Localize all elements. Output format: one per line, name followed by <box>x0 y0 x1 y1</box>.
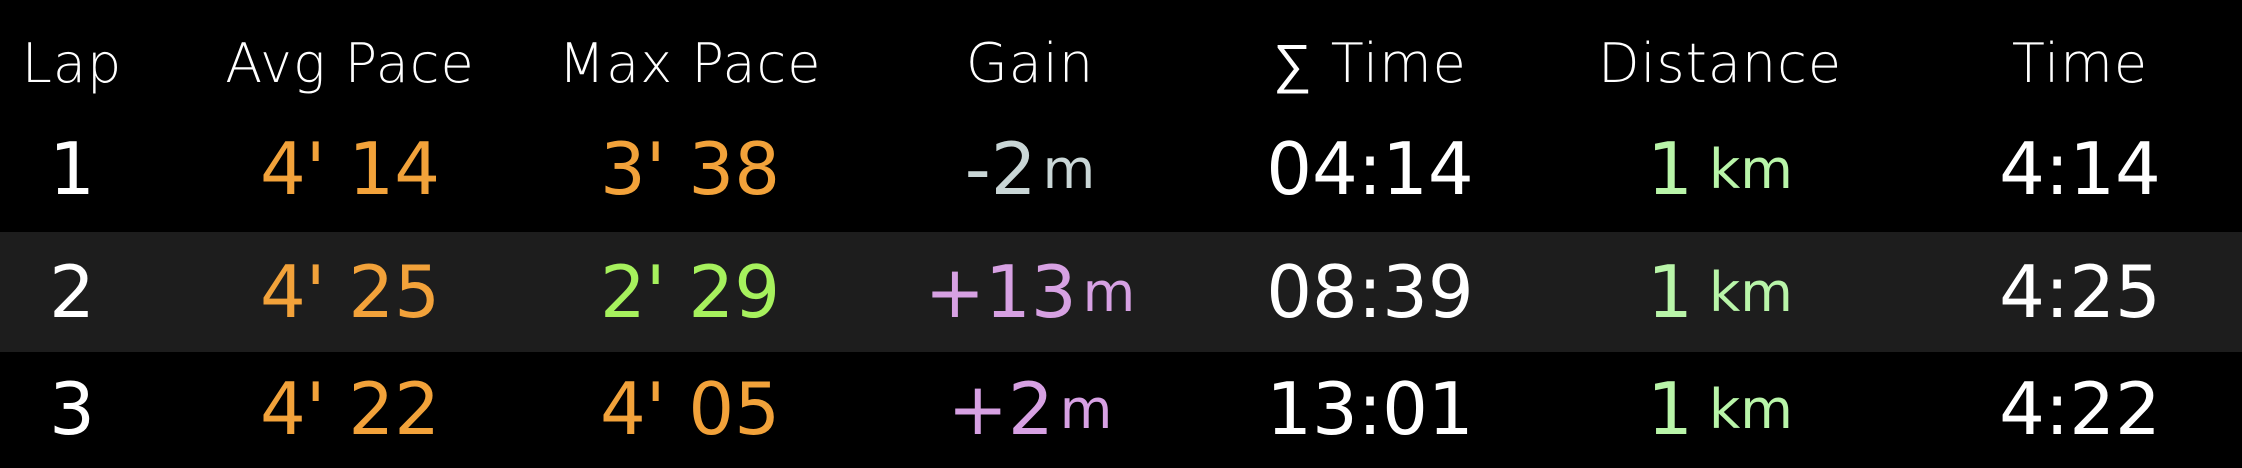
gain-unit: m <box>1042 137 1096 201</box>
avg-pace-value: 4' 22 <box>259 367 441 451</box>
header-sum-time: ∑ Time <box>1273 31 1467 95</box>
distance-unit: km <box>1708 377 1793 441</box>
max-pace-value: 2' 29 <box>599 250 781 334</box>
gain-value: -2 <box>964 127 1037 211</box>
lap-number: 2 <box>49 250 95 334</box>
gain-value: +13 <box>924 250 1077 334</box>
lap-number: 3 <box>49 367 95 451</box>
table-row: 3 4' 22 4' 05 +2 m 13:01 1 km 4:22 <box>0 350 2242 468</box>
gain-cell: +2 m <box>880 350 1180 468</box>
max-pace-value: 4' 05 <box>599 367 781 451</box>
gain-value: +2 <box>947 367 1054 451</box>
header-lap: Lap <box>21 31 123 95</box>
gain-cell: -2 m <box>880 110 1180 228</box>
sum-time-value: 08:39 <box>1266 250 1474 334</box>
time-value: 4:14 <box>1999 127 2161 211</box>
avg-pace-value: 4' 14 <box>259 127 441 211</box>
header-time: Time <box>2011 31 2149 95</box>
table-row: 2 4' 25 2' 29 +13 m 08:39 1 km 4:25 <box>0 232 2242 352</box>
distance-value: 1 <box>1647 367 1693 451</box>
sum-time-value: 13:01 <box>1266 367 1474 451</box>
gain-unit: m <box>1082 260 1136 324</box>
distance-cell: 1 km <box>1570 350 1870 468</box>
distance-unit: km <box>1708 260 1793 324</box>
sum-time-value: 04:14 <box>1266 127 1474 211</box>
table-header-row: Lap Avg Pace Max Pace Gain ∑ Time Distan… <box>0 0 2242 126</box>
distance-value: 1 <box>1647 250 1693 334</box>
gain-cell: +13 m <box>880 232 1180 352</box>
header-gain: Gain <box>965 31 1095 95</box>
header-max-pace: Max Pace <box>558 31 822 95</box>
time-value: 4:25 <box>1999 250 2161 334</box>
distance-unit: km <box>1708 137 1793 201</box>
gain-unit: m <box>1059 377 1113 441</box>
distance-cell: 1 km <box>1570 110 1870 228</box>
header-distance: Distance <box>1597 31 1843 95</box>
lap-number: 1 <box>49 127 95 211</box>
table-row: 1 4' 14 3' 38 -2 m 04:14 1 km 4:14 <box>0 110 2242 228</box>
max-pace-value: 3' 38 <box>599 127 781 211</box>
avg-pace-value: 4' 25 <box>259 250 441 334</box>
distance-value: 1 <box>1647 127 1693 211</box>
time-value: 4:22 <box>1999 367 2161 451</box>
header-avg-pace: Avg Pace <box>225 31 475 95</box>
distance-cell: 1 km <box>1570 232 1870 352</box>
